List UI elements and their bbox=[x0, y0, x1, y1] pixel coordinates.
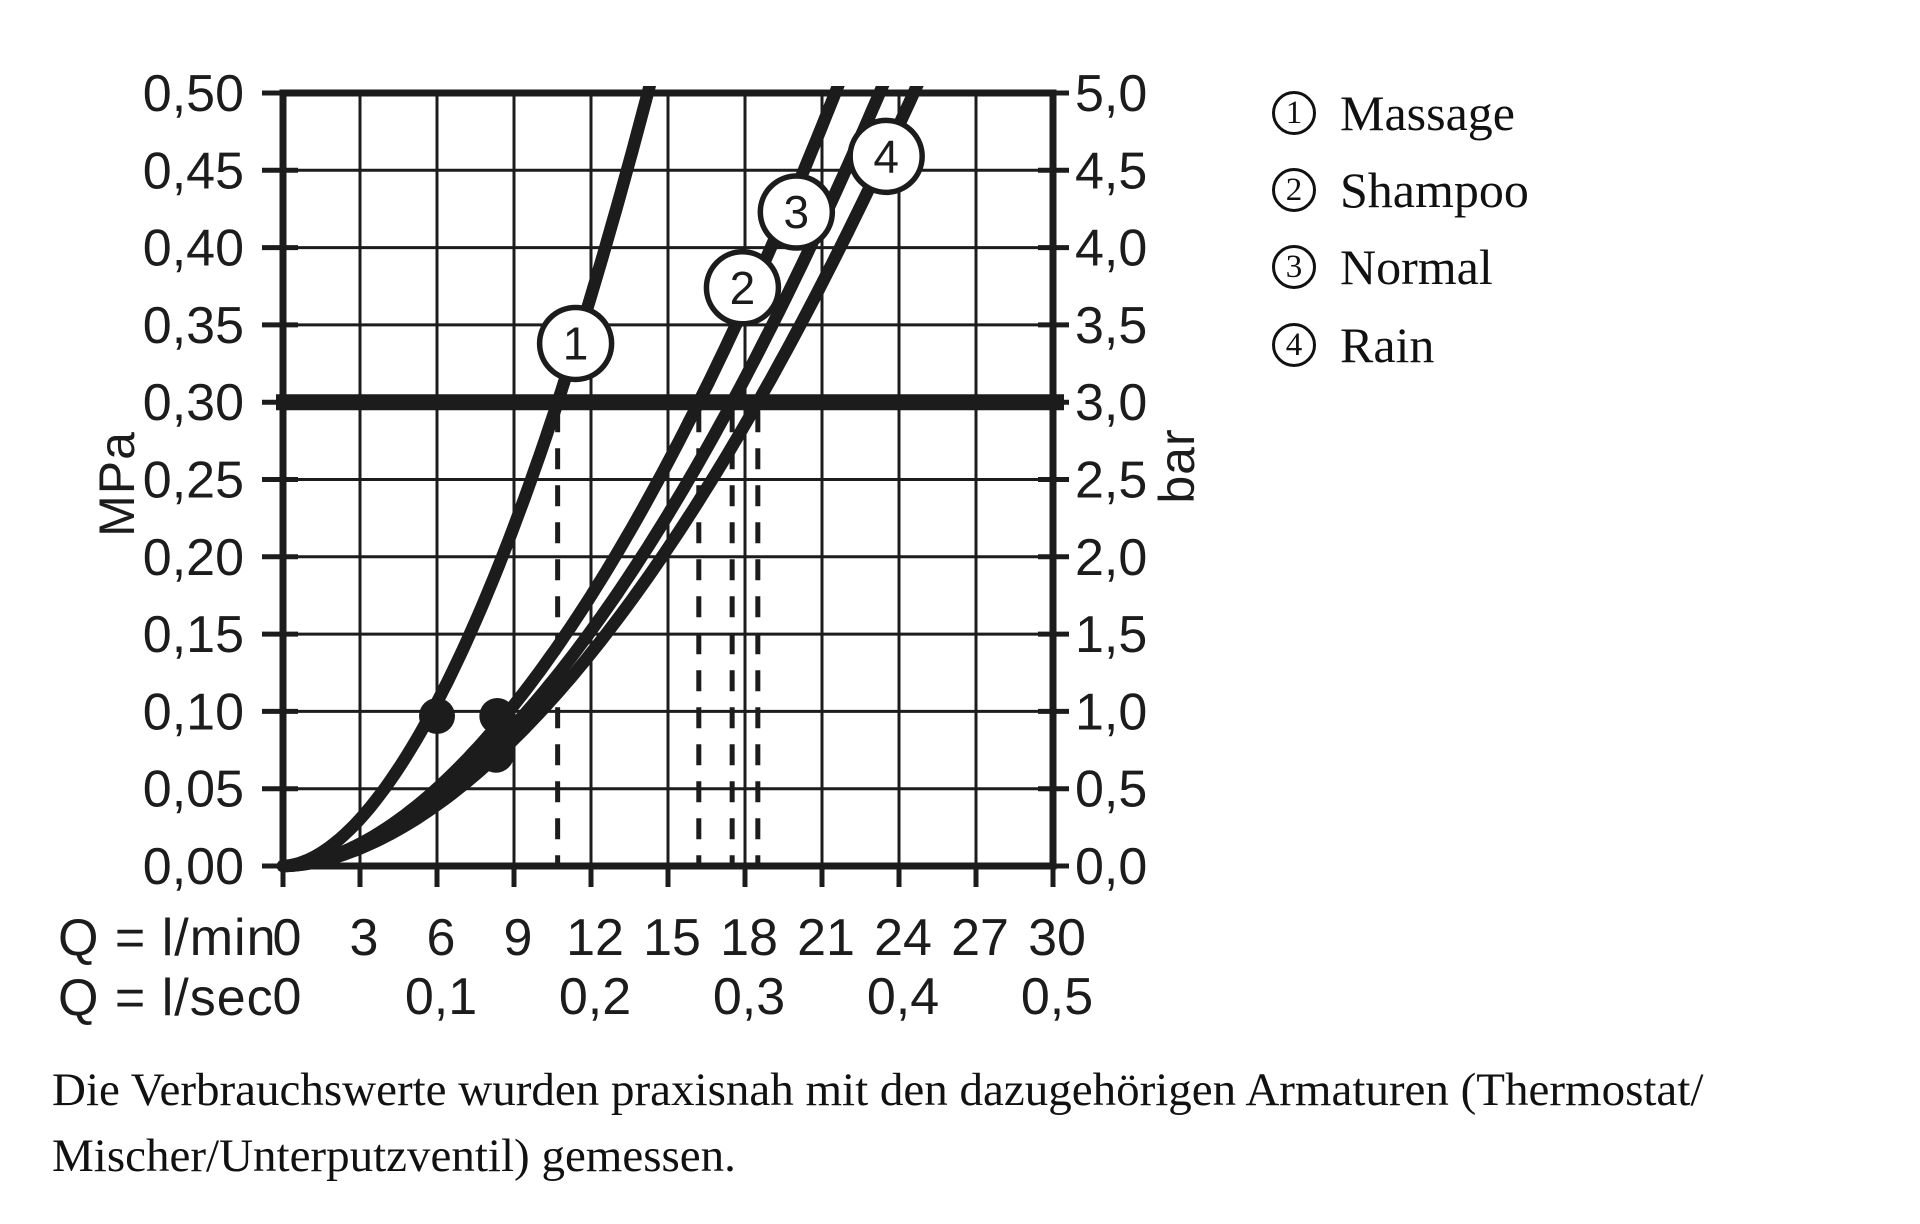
measurement-dot bbox=[478, 736, 515, 773]
curve-2-shampoo bbox=[276, 86, 845, 873]
x-lmin-tick-label: 24 bbox=[874, 909, 932, 967]
legend-item-shampoo: 2 Shampoo bbox=[1272, 162, 1529, 218]
y-axis-left-unit-label: MPa bbox=[89, 431, 145, 537]
footnote-line-2: Mischer/Unterputzventil) gemessen. bbox=[52, 1130, 736, 1182]
y-left-tick-label: 0,40 bbox=[143, 220, 244, 278]
legend-item-normal: 3 Normal bbox=[1272, 239, 1493, 295]
legend-number-badge: 2 bbox=[1272, 168, 1316, 212]
y-left-tick-label: 0,20 bbox=[143, 529, 244, 587]
x-lmin-tick-label: 9 bbox=[504, 909, 533, 967]
legend-item-rain: 4 Rain bbox=[1272, 317, 1434, 373]
y-left-tick-label: 0,05 bbox=[143, 761, 244, 819]
legend-item-label: Normal bbox=[1340, 239, 1493, 295]
curve-1-massage bbox=[276, 86, 657, 873]
x-lmin-tick-label: 27 bbox=[951, 909, 1009, 967]
curve-badge-number-4: 4 bbox=[873, 130, 899, 182]
curve-badge-number-3: 3 bbox=[784, 186, 810, 238]
curve-badge-circle-4 bbox=[847, 117, 925, 196]
y-right-tick-label: 1,0 bbox=[1075, 683, 1147, 741]
x-axis-lmin-prefix: Q = l/min bbox=[58, 909, 277, 967]
x-lmin-tick-label: 6 bbox=[427, 909, 456, 967]
y-right-tick-label: 0,5 bbox=[1075, 761, 1147, 819]
x-lmin-tick-label: 30 bbox=[1028, 909, 1086, 967]
x-lmin-tick-label: 0 bbox=[273, 909, 302, 967]
y-right-tick-label: 2,0 bbox=[1075, 529, 1147, 587]
legend-number-badge: 4 bbox=[1272, 323, 1316, 367]
x-lsec-tick-label: 0,4 bbox=[867, 968, 939, 1026]
y-right-tick-label: 0,0 bbox=[1075, 838, 1147, 896]
legend-number-badge: 3 bbox=[1272, 245, 1316, 289]
curve-badge-number-1: 1 bbox=[563, 317, 589, 369]
legend-item-label: Rain bbox=[1340, 317, 1435, 373]
y-right-tick-label: 4,0 bbox=[1075, 220, 1147, 278]
x-lmin-tick-label: 15 bbox=[643, 909, 701, 967]
x-lsec-tick-label: 0 bbox=[273, 968, 302, 1026]
y-left-tick-label: 0,25 bbox=[143, 452, 244, 510]
y-right-tick-label: 5,0 bbox=[1075, 65, 1147, 123]
y-left-tick-label: 0,15 bbox=[143, 606, 244, 664]
y-right-tick-label: 3,5 bbox=[1075, 297, 1147, 355]
curve-badge-circle-2 bbox=[703, 249, 782, 327]
y-right-tick-label: 2,5 bbox=[1075, 452, 1147, 510]
x-lmin-tick-label: 12 bbox=[566, 909, 624, 967]
curve-badge-number-2: 2 bbox=[730, 262, 756, 314]
legend-item-label: Massage bbox=[1340, 85, 1515, 141]
measurement-dot bbox=[419, 698, 455, 735]
y-right-tick-label: 3,0 bbox=[1075, 374, 1147, 432]
y-right-tick-label: 1,5 bbox=[1075, 606, 1147, 664]
legend-item-label: Shampoo bbox=[1340, 162, 1529, 218]
curve-badge-circle-1 bbox=[536, 304, 615, 383]
y-axis-right-unit-label: bar bbox=[1149, 428, 1205, 504]
y-left-tick-label: 0,30 bbox=[143, 374, 244, 432]
x-lsec-tick-label: 0,2 bbox=[559, 968, 631, 1026]
legend-number-badge: 1 bbox=[1272, 91, 1316, 135]
legend-item-massage: 1 Massage bbox=[1272, 85, 1515, 141]
y-right-tick-label: 4,5 bbox=[1075, 142, 1147, 200]
x-axis-lsec-prefix: Q = l/sec bbox=[58, 969, 274, 1027]
x-lsec-tick-label: 0,1 bbox=[405, 968, 477, 1026]
x-lsec-tick-label: 0,5 bbox=[1021, 968, 1093, 1026]
x-lmin-tick-label: 21 bbox=[797, 909, 855, 967]
curve-4-rain bbox=[276, 86, 924, 873]
x-lmin-tick-label: 3 bbox=[350, 909, 379, 967]
y-left-tick-label: 0,00 bbox=[143, 838, 244, 896]
measurement-dot bbox=[479, 698, 516, 735]
curve-badge-circle-3 bbox=[757, 173, 836, 251]
footnote-line-1: Die Verbrauchswerte wurden praxisnah mit… bbox=[52, 1064, 1704, 1116]
y-left-tick-label: 0,50 bbox=[143, 65, 244, 123]
y-left-tick-label: 0,45 bbox=[143, 142, 244, 200]
y-left-tick-label: 0,10 bbox=[143, 683, 244, 741]
x-lsec-tick-label: 0,3 bbox=[713, 968, 785, 1026]
x-lmin-tick-label: 18 bbox=[720, 909, 778, 967]
y-left-tick-label: 0,35 bbox=[143, 297, 244, 355]
